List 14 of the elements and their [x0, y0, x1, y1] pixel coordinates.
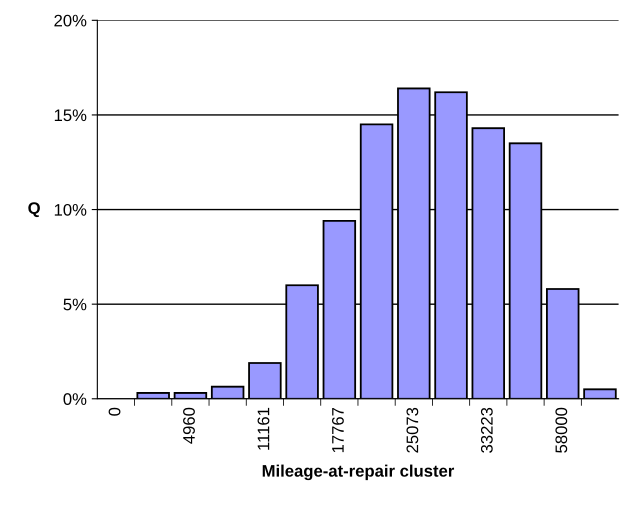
x-tick-label: 0	[108, 408, 120, 416]
x-tick-label: 25073	[406, 408, 418, 453]
x-tick-label: 33223	[480, 408, 493, 453]
y-tick-label: 10%	[54, 204, 86, 216]
x-tick-label: 58000	[555, 408, 568, 453]
x-axis-title: Mileage-at-repair cluster	[262, 464, 454, 480]
y-axis-title: Q	[28, 202, 40, 218]
y-tick-label: 0%	[63, 393, 86, 405]
x-tick-label: 11161	[258, 408, 270, 450]
y-tick-label: 15%	[54, 109, 86, 122]
y-tick-label: 20%	[54, 14, 86, 27]
x-tick-label: 17767	[332, 408, 344, 452]
y-tick-label: 5%	[64, 298, 86, 310]
x-tick-label: 4960	[183, 408, 195, 444]
